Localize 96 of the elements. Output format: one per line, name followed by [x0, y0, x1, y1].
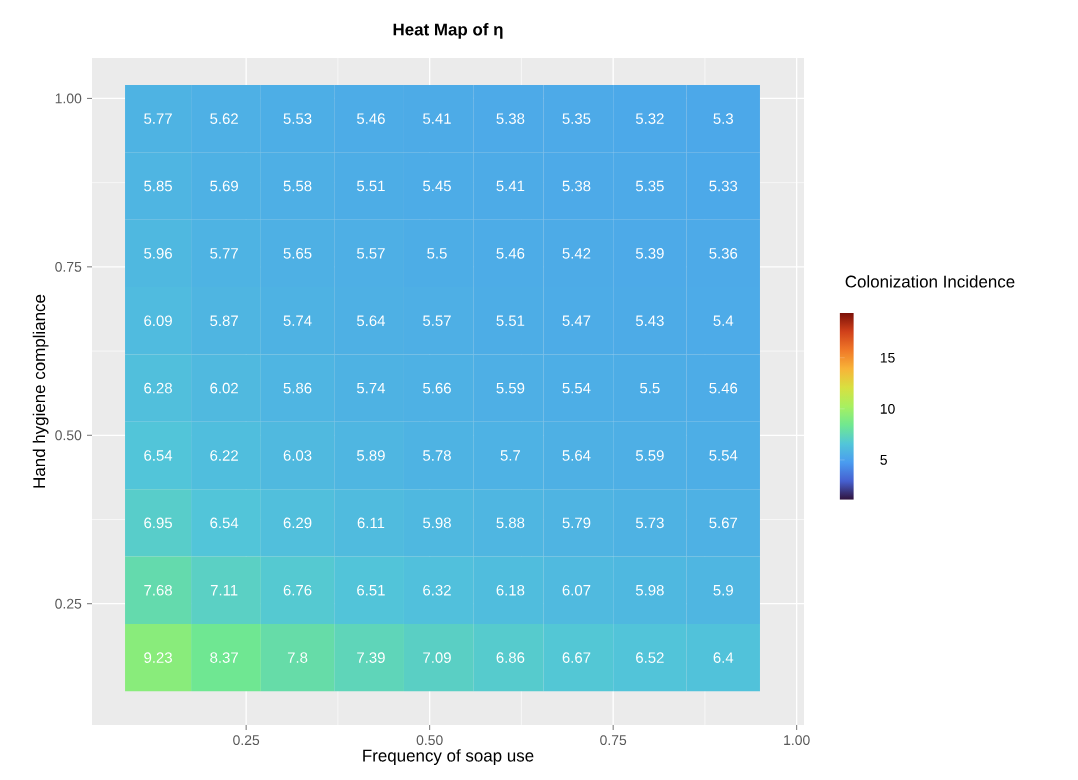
data-label: 5.54: [709, 450, 738, 461]
y-axis-title: Hand hygiene compliance: [32, 294, 49, 488]
data-label: 5.98: [635, 584, 664, 596]
data-label: 5.36: [709, 248, 738, 259]
data-label: 5.88: [496, 517, 525, 529]
data-label: 6.09: [144, 315, 172, 327]
data-label: 9.23: [144, 652, 172, 663]
data-label: 6.22: [210, 450, 238, 461]
data-label: 5.35: [562, 113, 591, 124]
data-label: 5.59: [496, 382, 525, 394]
data-label: 5.87: [210, 315, 238, 327]
chart-title: Heat Map of η: [393, 23, 503, 39]
color-bar-label: 5: [880, 455, 887, 465]
data-label: 6.76: [283, 584, 312, 596]
data-label: 7.09: [423, 652, 451, 663]
y-tick-label: 1.00: [55, 93, 82, 104]
y-tick-label: 0.25: [55, 598, 82, 609]
data-label: 5.77: [144, 113, 172, 124]
data-label: 7.39: [357, 652, 385, 663]
data-label: 5.79: [562, 517, 591, 529]
data-label: 5.51: [356, 180, 385, 192]
data-label: 5.4: [713, 315, 734, 326]
data-label: 6.52: [636, 652, 664, 663]
data-label: 6.32: [423, 584, 451, 596]
x-tick-label: 0.75: [600, 735, 627, 746]
data-label: 6.54: [210, 517, 239, 529]
data-label: 5.77: [210, 248, 238, 259]
color-bar-label: 15: [880, 352, 895, 363]
data-label: 5.9: [713, 584, 733, 596]
color-bar-label: 10: [880, 403, 895, 414]
data-label: 5.54: [562, 382, 591, 394]
color-bar-title: Colonization Incidence: [845, 275, 1015, 288]
data-label: 5.65: [283, 248, 312, 259]
data-label: 8.37: [210, 652, 238, 663]
data-label: 6.07: [562, 584, 591, 596]
data-label: 5.98: [423, 517, 451, 529]
data-label: 5.46: [496, 248, 525, 259]
data-label: 5.38: [496, 113, 525, 124]
data-label: 5.41: [423, 113, 451, 124]
data-label: 5.46: [709, 382, 738, 394]
data-label: 6.95: [144, 517, 172, 529]
data-label: 5.67: [709, 517, 738, 529]
y-tick-label: 0.75: [55, 261, 82, 272]
x-axis-title: Frequency of soap use: [363, 749, 534, 765]
x-tick-label: 0.25: [233, 735, 260, 746]
data-label: 5.58: [283, 180, 312, 192]
data-label: 6.54: [144, 450, 173, 461]
data-label: 5.74: [283, 315, 312, 326]
data-label: 5.96: [144, 248, 172, 259]
data-label: 5.3: [713, 113, 733, 124]
data-label: 5.45: [423, 180, 451, 192]
data-label: 5.86: [283, 382, 312, 394]
data-label: 6.28: [144, 382, 172, 394]
data-label: 5.41: [496, 180, 525, 192]
x-tick-label: 0.50: [416, 735, 443, 746]
data-label: 5.69: [210, 180, 238, 192]
data-label: 5.57: [356, 248, 385, 259]
data-label: 7.11: [210, 585, 238, 596]
data-label: 5.51: [496, 315, 525, 326]
data-label: 5.5: [640, 382, 660, 394]
data-label: 5.74: [356, 382, 386, 394]
data-label: 5.85: [144, 180, 172, 192]
data-label: 6.67: [562, 652, 591, 663]
data-label: 5.7: [500, 450, 521, 461]
data-label: 5.42: [562, 248, 591, 259]
data-label: 5.78: [423, 450, 451, 461]
data-label: 6.18: [496, 584, 525, 596]
data-label: 5.66: [423, 382, 451, 394]
data-label: 5.5: [427, 248, 447, 259]
data-label: 5.57: [423, 315, 451, 326]
data-label: 5.64: [562, 450, 591, 461]
data-label: 5.38: [562, 180, 591, 192]
data-label: 5.43: [635, 315, 664, 327]
data-label: 6.29: [283, 517, 312, 529]
data-label: 5.53: [283, 113, 312, 124]
data-label: 6.86: [496, 652, 525, 663]
data-label: 7.68: [144, 584, 172, 596]
x-tick-label: 1.00: [784, 735, 810, 746]
data-label: 5.47: [562, 315, 591, 326]
data-label: 5.32: [635, 113, 664, 124]
data-label: 5.89: [356, 450, 385, 461]
y-tick-label: 0.50: [55, 430, 82, 441]
data-label: 5.73: [635, 517, 664, 529]
data-label: 6.02: [210, 382, 238, 394]
data-label: 5.64: [356, 315, 386, 327]
data-label: 6.51: [357, 584, 385, 596]
data-label: 5.33: [709, 180, 738, 192]
data-label: 6.03: [283, 450, 312, 461]
data-label: 5.35: [635, 180, 664, 192]
data-label: 5.59: [635, 450, 664, 461]
data-label: 6.4: [713, 652, 734, 663]
data-label: 7.8: [287, 652, 308, 663]
data-label: 5.46: [356, 113, 385, 124]
data-label: 5.62: [210, 113, 238, 124]
data-label: 6.11: [357, 517, 385, 529]
data-label: 5.39: [635, 248, 664, 259]
